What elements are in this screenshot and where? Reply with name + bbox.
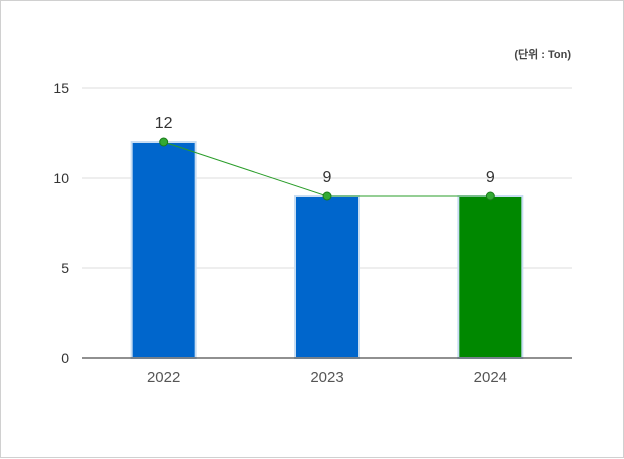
trend-point-2023	[322, 191, 332, 201]
x-tick-label: 2022	[147, 369, 180, 386]
bar-2024	[457, 195, 524, 359]
x-tick-label: 2024	[474, 369, 507, 386]
trend-line	[159, 137, 495, 201]
y-tick-label: 15	[53, 80, 69, 96]
bar-2023	[294, 195, 360, 359]
data-label: 12	[155, 115, 173, 132]
y-tick-label: 10	[53, 170, 69, 186]
x-axis-ticks: 2022 2023 2024	[147, 369, 507, 386]
unit-label: (단위 : Ton)	[514, 47, 571, 61]
y-tick-label: 5	[61, 260, 69, 276]
y-axis-ticks: 0 5 10 15	[53, 80, 69, 366]
data-labels: 12 9 9	[155, 115, 495, 186]
bar-2022	[130, 141, 197, 359]
x-tick-label: 2023	[310, 369, 343, 386]
data-label: 9	[323, 169, 332, 186]
trend-point-2022	[159, 137, 169, 147]
y-tick-label: 0	[61, 350, 69, 366]
trend-point-2024	[485, 191, 495, 201]
data-label: 9	[486, 169, 495, 186]
